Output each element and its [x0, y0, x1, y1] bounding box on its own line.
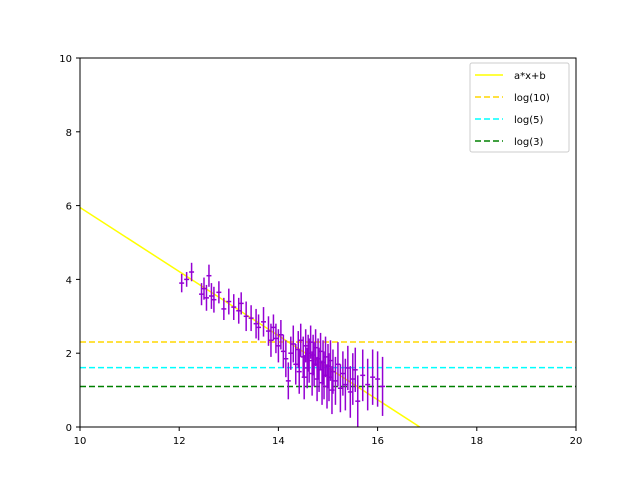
data-point	[256, 314, 262, 341]
data-point	[340, 351, 346, 396]
data-point	[216, 281, 222, 304]
data-point	[204, 284, 209, 311]
data-point	[380, 356, 386, 416]
data-point	[345, 345, 351, 391]
y-tick-label: 10	[59, 54, 72, 65]
data-point	[179, 273, 185, 293]
data-point	[313, 329, 319, 367]
data-point	[184, 272, 190, 287]
data-point	[226, 288, 232, 315]
data-point	[296, 349, 302, 394]
x-tick-label: 18	[470, 436, 483, 447]
y-tick-label: 0	[66, 423, 72, 434]
data-point	[318, 332, 324, 370]
data-point	[306, 338, 312, 383]
y-tick-label: 2	[66, 349, 72, 360]
data-point	[352, 347, 358, 392]
legend-entry: a*x+b	[475, 71, 546, 82]
legend-label: log(5)	[514, 115, 544, 126]
y-tick-label: 8	[66, 128, 72, 139]
data-point	[365, 358, 371, 411]
x-tick-label: 10	[74, 436, 87, 447]
data-point	[330, 349, 336, 394]
data-point	[238, 292, 244, 315]
data-point	[303, 329, 309, 363]
data-point	[288, 336, 294, 370]
y-tick-label: 4	[66, 275, 72, 286]
y-tick-label: 6	[66, 202, 72, 213]
x-tick-label: 20	[570, 436, 583, 447]
data-point	[243, 301, 249, 332]
data-point	[350, 353, 356, 405]
data-point	[293, 343, 299, 385]
data-point	[301, 355, 307, 400]
legend-entry: log(10)	[475, 93, 550, 104]
legend-label: a*x+b	[514, 71, 546, 82]
data-point	[360, 349, 366, 402]
data-point	[337, 364, 343, 413]
axes: 10 12 14 16 18 20 0 2 4 6 8 10	[59, 54, 582, 447]
data-point	[328, 340, 333, 381]
data-point	[308, 325, 314, 359]
data-point	[189, 262, 195, 282]
axes-frame	[79, 57, 577, 428]
legend-box	[469, 62, 570, 153]
x-tick-label: 14	[272, 436, 285, 447]
data-point	[221, 297, 227, 320]
legend-label: log(10)	[514, 93, 550, 104]
data-point	[270, 314, 276, 341]
data-point	[278, 319, 284, 350]
data-point	[280, 334, 286, 368]
data-point	[201, 277, 207, 300]
data-point	[268, 323, 274, 357]
data-point	[375, 351, 381, 407]
data-point	[298, 323, 304, 357]
data-point	[370, 349, 376, 405]
data-point	[335, 342, 341, 387]
legend-label: log(3)	[514, 137, 544, 148]
data-point	[261, 307, 266, 337]
x-tick-label: 12	[173, 436, 186, 447]
data-point	[347, 366, 353, 418]
x-tick-label: 16	[371, 436, 384, 447]
data-point	[199, 283, 204, 306]
data-point	[253, 308, 259, 339]
data-point	[208, 283, 214, 309]
plot-area	[80, 206, 576, 427]
data-point	[273, 323, 279, 354]
legend-entry: log(5)	[475, 115, 544, 126]
data-point	[285, 362, 291, 400]
data-point	[231, 294, 237, 320]
data-point	[323, 336, 328, 378]
data-point	[211, 286, 217, 313]
data-point	[355, 375, 361, 427]
data-point	[206, 264, 212, 287]
legend: a*x+b log(10) log(5) log(3)	[469, 62, 570, 153]
data-point	[236, 297, 242, 324]
data-point	[283, 340, 289, 378]
legend-entry: log(3)	[475, 137, 544, 148]
data-point	[248, 305, 254, 332]
data-point	[290, 325, 296, 363]
